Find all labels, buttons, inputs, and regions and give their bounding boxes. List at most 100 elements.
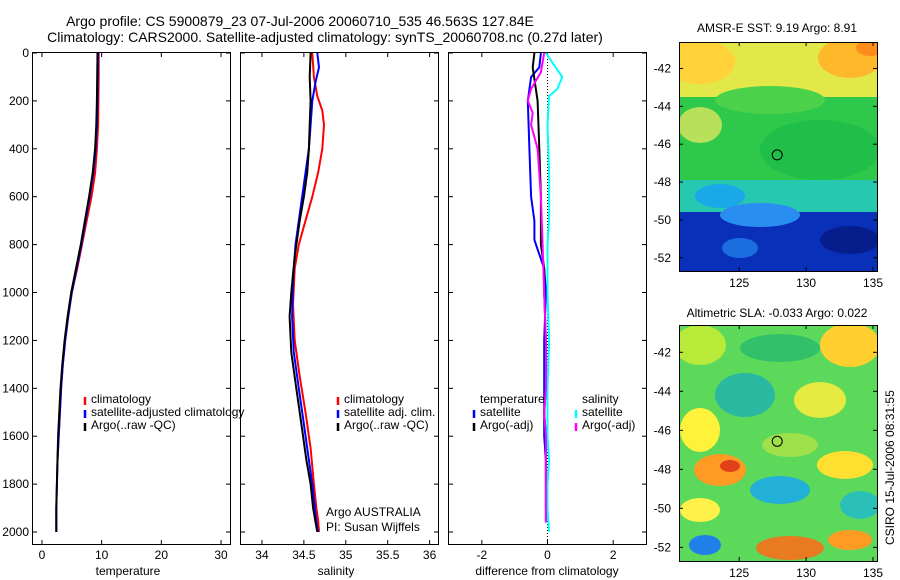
- sst-map-panel: AMSR-E SST: 9.19 Argo: 8.91 -42 -44 -46 -48…: [654, 21, 884, 290]
- map-ytick-label: -48: [654, 175, 672, 189]
- sla-high: [794, 382, 846, 418]
- sla-trough: [840, 491, 878, 519]
- xtick-label: 35: [339, 548, 353, 562]
- legend-label-satellite-adj: satellite adj. clim.: [344, 405, 435, 419]
- difference-panel: -2 0 2 temperature satellite Argo(-adj) sa…: [448, 52, 647, 578]
- ytick-label: 400: [9, 142, 29, 156]
- legend-label-climatology: climatology: [91, 392, 151, 406]
- ytick-label: 200: [9, 94, 29, 108]
- legend-label-satellite-adjusted: satellite-adjusted climatology: [91, 405, 244, 419]
- csiro-timestamp: CSIRO 15-Jul-2006 08:31:55: [883, 390, 897, 545]
- series-line-argo-raw-qc: [55, 52, 99, 532]
- temperature-panel: 0 200 400 600 800 1000 1200 1400 1600 1800 2000 0 10…: [2, 46, 244, 578]
- legend-label-sal-argo: Argo(-adj): [582, 418, 635, 432]
- sla-high: [817, 451, 873, 479]
- xtick-label: 30: [214, 548, 228, 562]
- temperature-xlabel: temperature: [96, 564, 161, 578]
- sst-cold-core: [820, 226, 878, 254]
- sst-cold-patch: [695, 184, 745, 208]
- salinity-axes-frame: [240, 52, 439, 545]
- map-ytick-label: -52: [654, 540, 672, 554]
- legend-label-temp-argo: Argo(-adj): [480, 418, 533, 432]
- legend-label-climatology: climatology: [344, 392, 404, 406]
- figure-title-line2: Climatology: CARS2000. Satellite-adjuste…: [47, 29, 603, 45]
- temperature-legend: climatology satellite-adjusted climatolo…: [83, 392, 244, 432]
- map-xtick-label: 130: [796, 566, 816, 580]
- sst-warm-patch: [679, 42, 735, 84]
- map-ytick-label: -42: [654, 61, 672, 75]
- map-xtick-label: 125: [729, 566, 749, 580]
- sla-high: [679, 325, 726, 365]
- xtick-label: 0: [39, 548, 46, 562]
- series-line-argo-raw-qc: [288, 52, 319, 533]
- legend-heading-temperature: temperature: [480, 392, 545, 406]
- ytick-label: 1200: [2, 333, 29, 347]
- salinity-xlabel: salinity: [318, 564, 355, 578]
- legend-heading-salinity: salinity: [582, 392, 619, 406]
- xtick-label: 0: [544, 548, 551, 562]
- map-xtick-label: 135: [863, 276, 883, 290]
- sla-peak-core: [720, 460, 740, 472]
- map-xtick-label: 130: [796, 276, 816, 290]
- map-ytick-label: -48: [654, 462, 672, 476]
- credit-agency: Argo AUSTRALIA: [326, 505, 421, 519]
- xtick-label: 34.5: [292, 548, 316, 562]
- map-ytick-label: -42: [654, 345, 672, 359]
- sla-map-title: Altimetric SLA: -0.033 Argo: 0.022: [687, 306, 868, 320]
- sla-high: [762, 433, 818, 457]
- legend-label-sal-satellite: satellite: [582, 405, 623, 419]
- credit-pi: PI: Susan Wijffels: [326, 520, 420, 534]
- series-line-salinity-argo-adj: [526, 52, 547, 523]
- sst-transition: [715, 86, 825, 114]
- sst-warm-patch: [679, 107, 722, 143]
- xtick-label: 36: [423, 548, 437, 562]
- series-line-salinity-satellite: [545, 52, 564, 533]
- sla-peak: [694, 454, 746, 486]
- sst-map-title: AMSR-E SST: 9.19 Argo: 8.91: [697, 21, 857, 35]
- sla-map-frame: [679, 325, 878, 562]
- ytick-label: 800: [9, 238, 29, 252]
- sst-map-frame: [679, 42, 878, 272]
- series-line-satellite-adjusted-climatology: [55, 52, 100, 532]
- xtick-label: -2: [476, 548, 487, 562]
- legend-label-argo: Argo(..raw -QC): [344, 418, 429, 432]
- salinity-legend: climatology satellite adj. clim. Argo(..…: [336, 392, 435, 432]
- legend-label-argo: Argo(..raw -QC): [91, 418, 176, 432]
- sla-trough: [750, 476, 810, 504]
- xtick-label: 34: [255, 548, 269, 562]
- sla-low: [740, 334, 820, 362]
- ytick-label: 1800: [2, 477, 29, 491]
- sla-high: [680, 408, 720, 452]
- xtick-label: 35.5: [376, 548, 400, 562]
- ytick-label: 0: [22, 46, 29, 60]
- xtick-label: 10: [95, 548, 109, 562]
- map-xtick-label: 125: [729, 276, 749, 290]
- ytick-label: 600: [9, 190, 29, 204]
- map-ytick-label: -44: [654, 384, 672, 398]
- sla-high: [820, 325, 878, 367]
- map-ytick-label: -52: [654, 251, 672, 265]
- xtick-label: 2: [610, 548, 617, 562]
- difference-xlabel: difference from climatology: [475, 564, 618, 578]
- map-ytick-label: -50: [654, 501, 672, 515]
- xtick-label: 20: [155, 548, 169, 562]
- map-ytick-label: -46: [654, 137, 672, 151]
- ytick-label: 1400: [2, 381, 29, 395]
- ytick-label: 1000: [2, 286, 29, 300]
- map-ytick-label: -46: [654, 423, 672, 437]
- series-line-climatology: [292, 52, 325, 533]
- map-ytick-label: -44: [654, 99, 672, 113]
- figure-title-line1: Argo profile: CS 5900879_23 07-Jul-2006 …: [66, 13, 534, 29]
- sst-core: [760, 120, 878, 180]
- map-xtick-label: 135: [863, 566, 883, 580]
- sst-cold-patch: [720, 203, 800, 227]
- salinity-panel: 34 34.5 35 35.5 36 climatology satellite adj…: [240, 52, 439, 578]
- sla-argo-location-marker: [771, 435, 783, 447]
- sla-peak: [828, 530, 872, 550]
- sst-cold-patch: [722, 238, 758, 258]
- sla-map-panel: Altimetric SLA: -0.033 Argo: 0.022 -42 -4…: [654, 306, 884, 580]
- sst-argo-location-marker: [771, 149, 783, 161]
- sla-high: [680, 498, 720, 522]
- sla-peak: [756, 536, 824, 560]
